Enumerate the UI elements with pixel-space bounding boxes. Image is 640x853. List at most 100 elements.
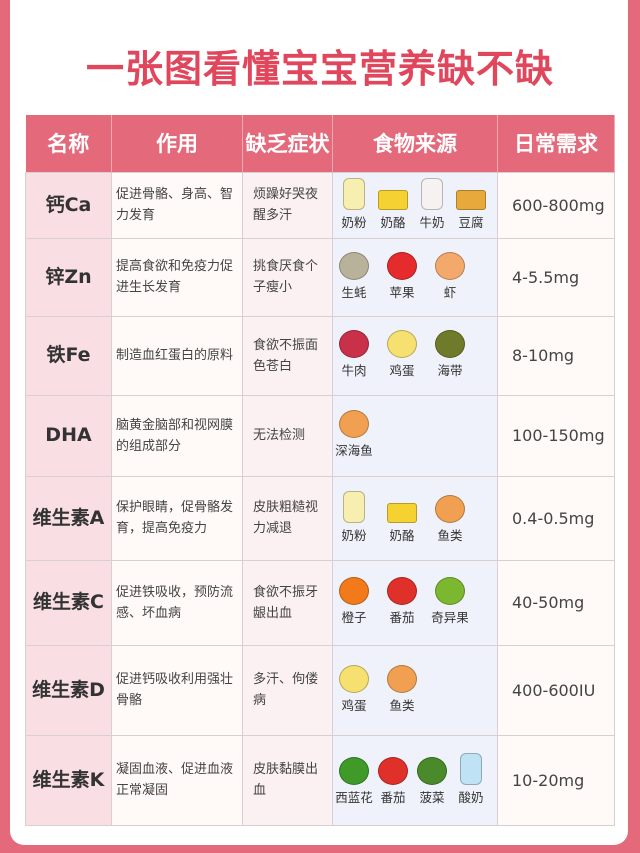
food-label: 酸奶	[458, 789, 484, 805]
food-label: 鱼类	[389, 697, 415, 713]
food-item: 鱼类	[432, 494, 468, 546]
food-label: 番茄	[380, 789, 406, 805]
column-header: 缺乏症状	[242, 115, 333, 172]
table-row: 维生素D 促进钙吸收利用强壮骨骼 多汗、佝偻病 鸡蛋 鱼类 400-600IU	[25, 644, 615, 736]
table-row: 维生素C 促进铁吸收，预防流感、坏血病 食欲不振牙龈出血 橙子 番茄 奇异果 40-50mg	[25, 559, 615, 646]
tomato-icon	[387, 577, 417, 605]
food-label: 奶酪	[380, 214, 406, 230]
food-item: 奶酪	[375, 189, 411, 233]
food-label: 菠菜	[419, 789, 445, 805]
food-label: 海带	[437, 363, 463, 378]
table-row: 锌Zn 提高食欲和免疫力促进生长发育 挑食厌食个子瘦小 生蚝 苹果 虾 4-5.5mg	[25, 237, 615, 317]
symptom-text: 烦躁好哭夜醒多汗	[242, 171, 333, 239]
symptom-text: 皮肤黏膜出血	[242, 734, 333, 826]
function-text: 脑黄金脑部和视网膜的组成部分	[111, 394, 243, 477]
function-text: 保护眼睛，促骨骼发育，提高免疫力	[111, 475, 243, 561]
food-item: 苹果	[384, 251, 420, 303]
food-label: 鸡蛋	[341, 697, 367, 713]
symptom-text: 食欲不振牙龈出血	[242, 559, 333, 646]
page-title: 一张图看懂宝宝营养缺不缺	[85, 47, 554, 91]
food-sources: 西蓝花 番茄 菠菜 酸奶	[332, 734, 498, 826]
fish-icon	[387, 664, 417, 693]
food-sources: 牛肉 鸡蛋 海带	[332, 315, 498, 396]
milk-carton-icon	[421, 177, 443, 210]
food-item: 奶酪	[384, 502, 420, 546]
apple-icon	[387, 251, 417, 280]
baby-bottle-icon	[343, 177, 365, 210]
egg-icon	[339, 664, 369, 693]
food-label: 奶粉	[341, 214, 367, 230]
beef-icon	[339, 330, 369, 358]
symptom-text: 皮肤粗糙视力减退	[242, 475, 333, 561]
daily-requirement: 40-50mg	[497, 559, 615, 646]
food-label: 豆腐	[458, 214, 484, 230]
nutrient-name: 维生素D	[25, 644, 112, 736]
function-text: 提高食欲和免疫力促进生长发育	[111, 237, 243, 317]
column-header: 作用	[111, 115, 243, 172]
nutrient-name: 钙Ca	[25, 171, 112, 239]
daily-requirement: 8-10mg	[497, 315, 615, 396]
broccoli-icon	[339, 756, 369, 785]
kiwi-icon	[435, 577, 465, 605]
food-label: 牛奶	[419, 214, 445, 230]
food-sources: 鸡蛋 鱼类	[332, 644, 498, 736]
food-item: 番茄	[375, 756, 411, 808]
oyster-icon	[339, 251, 369, 280]
egg-icon	[387, 330, 417, 358]
column-header: 食物来源	[332, 115, 498, 172]
food-item: 鸡蛋	[336, 664, 372, 716]
function-text: 促进骨骼、身高、智力发育	[111, 171, 243, 239]
food-sources: 生蚝 苹果 虾	[332, 237, 498, 317]
daily-requirement: 100-150mg	[497, 394, 615, 477]
cheese-icon	[387, 502, 417, 523]
food-item: 生蚝	[336, 251, 372, 303]
table-row: 维生素K 凝固血液、促进血液正常凝固 皮肤黏膜出血 西蓝花 番茄 菠菜 酸奶 10-20mg	[25, 734, 615, 826]
function-text: 促进铁吸收，预防流感、坏血病	[111, 559, 243, 646]
cheese-icon	[378, 189, 408, 210]
food-item: 虾	[432, 251, 468, 303]
food-item: 牛肉	[336, 330, 372, 381]
table-row: 铁Fe 制造血红蛋白的原料 食欲不振面色苍白 牛肉 鸡蛋 海带 8-10mg	[25, 315, 615, 396]
food-label: 奶粉	[341, 527, 367, 543]
nutrient-name: 维生素K	[25, 734, 112, 826]
yogurt-icon	[460, 752, 482, 785]
food-item: 牛奶	[414, 177, 450, 233]
food-label: 奶酪	[389, 527, 415, 543]
column-header: 名称	[25, 115, 112, 172]
nutrient-name: 维生素C	[25, 559, 112, 646]
food-label: 鸡蛋	[389, 363, 415, 378]
food-label: 奇异果	[431, 610, 469, 625]
food-label: 苹果	[389, 284, 415, 300]
food-item: 酸奶	[453, 752, 489, 808]
food-item: 橙子	[336, 577, 372, 628]
food-item: 番茄	[384, 577, 420, 628]
nutrition-table: 名称 作用 缺乏症状 食物来源 日常需求 钙Ca 促进骨骼、身高、智力发育 烦躁好哭夜醒多汗…	[25, 115, 615, 826]
nutrient-name: 锌Zn	[25, 237, 112, 317]
food-item: 海带	[432, 330, 468, 381]
food-label: 生蚝	[341, 284, 367, 300]
table-row: DHA 脑黄金脑部和视网膜的组成部分 无法检测 深海鱼 100-150mg	[25, 394, 615, 477]
food-item: 奇异果	[431, 577, 469, 628]
symptom-text: 多汗、佝偻病	[242, 644, 333, 736]
nutrient-name: 维生素A	[25, 475, 112, 561]
food-item: 鱼类	[384, 664, 420, 716]
food-item: 深海鱼	[335, 410, 373, 461]
nutrient-name: 铁Fe	[25, 315, 112, 396]
fish-icon	[435, 494, 465, 523]
food-item: 豆腐	[453, 189, 489, 233]
daily-requirement: 4-5.5mg	[497, 237, 615, 317]
food-sources: 奶粉 奶酪 鱼类	[332, 475, 498, 561]
food-label: 鱼类	[437, 527, 463, 543]
table-row: 维生素A 保护眼睛，促骨骼发育，提高免疫力 皮肤粗糙视力减退 奶粉 奶酪 鱼类 0.4-0.…	[25, 475, 615, 561]
daily-requirement: 0.4-0.5mg	[497, 475, 615, 561]
symptom-text: 挑食厌食个子瘦小	[242, 237, 333, 317]
food-label: 牛肉	[341, 363, 367, 378]
daily-requirement: 10-20mg	[497, 734, 615, 826]
food-label: 番茄	[389, 610, 415, 625]
food-label: 橙子	[341, 610, 367, 625]
kelp-icon	[435, 330, 465, 358]
food-sources: 深海鱼	[332, 394, 498, 477]
spinach-icon	[417, 756, 447, 785]
symptom-text: 食欲不振面色苍白	[242, 315, 333, 396]
nutrient-name: DHA	[25, 394, 112, 477]
